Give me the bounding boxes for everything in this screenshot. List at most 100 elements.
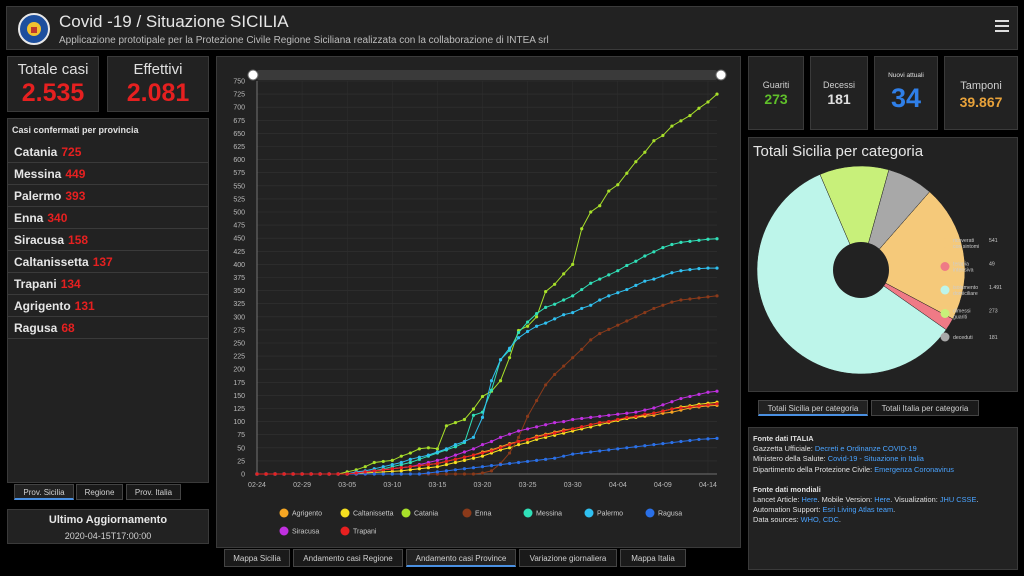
tab-regione[interactable]: Regione	[76, 484, 123, 500]
range-slider-handle-right	[715, 69, 727, 81]
pie-legend-label-line2: guariti	[953, 315, 967, 321]
data-point-catania	[706, 100, 710, 104]
data-point-palermo	[489, 379, 494, 383]
data-point-messina	[408, 460, 412, 465]
data-point-ragusa	[616, 447, 620, 451]
legend-label: Trapani	[353, 529, 377, 536]
data-point-trapani	[625, 415, 629, 420]
dipartimento-link[interactable]: Emergenza Coronavirus	[874, 464, 954, 474]
mobile-label: Mobile Version:	[821, 495, 873, 505]
data-point-palermo	[697, 266, 701, 271]
effettivi-label: Effettivi	[133, 61, 183, 78]
protezione-civile-logo	[18, 13, 50, 45]
province-row-siracusa[interactable]: Siracusa 158	[8, 229, 208, 251]
data-point-messina	[670, 242, 674, 247]
data-point-catania	[544, 290, 548, 294]
data-point-siracusa	[489, 439, 494, 444]
data-point-catania	[390, 458, 394, 462]
data-point-catania	[480, 394, 485, 399]
mobile-link[interactable]: Here	[874, 495, 891, 505]
data-point-palermo	[516, 336, 521, 340]
y-tick-label: 650	[233, 131, 245, 138]
y-tick-label: 575	[233, 170, 245, 177]
tab-variazione-giornaliera[interactable]: Variazione giornaliera	[519, 549, 617, 567]
data-point-palermo	[471, 435, 476, 439]
data-point-ragusa	[571, 452, 575, 456]
data-point-enna	[652, 306, 656, 311]
data-point-catania	[562, 272, 566, 276]
data-point-siracusa	[444, 456, 449, 460]
province-row-agrigento[interactable]: Agrigento 131	[8, 295, 208, 317]
province-row-ragusa[interactable]: Ragusa 68	[8, 317, 208, 339]
series-line-siracusa	[257, 390, 718, 475]
tab-prov-sicilia[interactable]: Prov. Sicilia	[14, 484, 74, 500]
ministero-label: Ministero della Salute:	[753, 454, 826, 464]
guariti-label: Guariti	[762, 80, 790, 90]
tab-totali-sicilia[interactable]: Totali Sicilia per categoria	[758, 400, 868, 416]
data-point-trapani	[363, 470, 367, 474]
province-row-enna[interactable]: Enna 340	[8, 207, 208, 229]
province-row-messina[interactable]: Messina 449	[8, 163, 208, 185]
tab-mappa-sicilia[interactable]: Mappa Sicilia	[224, 549, 290, 567]
ministero-link[interactable]: Covid-19 - Situazione in Italia	[827, 454, 924, 464]
data-point-catania	[634, 160, 638, 164]
province-row-palermo[interactable]: Palermo 393	[8, 185, 208, 207]
data-point-trapani	[291, 472, 295, 476]
data-point-trapani	[598, 421, 602, 425]
data-point-palermo	[715, 266, 719, 270]
automation-link[interactable]: Esri Living Atlas team	[822, 505, 894, 515]
lancet-link[interactable]: Here	[801, 495, 818, 505]
datasources-link[interactable]: WHO, CDC	[800, 515, 839, 525]
y-tick-label: 700	[233, 105, 245, 112]
data-point-ragusa	[544, 457, 548, 461]
data-point-trapani	[634, 414, 638, 418]
data-point-ragusa	[535, 458, 539, 462]
province-row-caltanissetta[interactable]: Caltanissetta 137	[8, 251, 208, 273]
data-point-trapani	[697, 404, 701, 408]
source-ministero: Ministero della Salute: Covid-19 - Situa…	[753, 454, 1013, 464]
data-point-ragusa	[471, 466, 476, 470]
data-point-caltanissetta	[390, 469, 394, 473]
legend-label: Catania	[414, 511, 438, 518]
data-point-palermo	[507, 346, 512, 350]
tab-andamento-regione[interactable]: Andamento casi Regione	[293, 549, 403, 567]
y-tick-label: 475	[233, 223, 245, 230]
data-point-catania	[688, 113, 692, 118]
data-point-siracusa	[634, 410, 638, 414]
pie-legend-value: 49	[989, 262, 995, 268]
tab-totali-italia[interactable]: Totali Italia per categoria	[871, 400, 979, 416]
data-point-enna	[462, 472, 467, 476]
data-point-ragusa	[715, 436, 719, 440]
data-point-trapani	[426, 462, 430, 467]
province-count: 393	[65, 189, 86, 203]
tab-prov-italia[interactable]: Prov. Italia	[126, 484, 181, 500]
gazzetta-link[interactable]: Decreti e Ordinanze COVID-19	[814, 444, 917, 454]
hamburger-menu-icon[interactable]	[995, 20, 1009, 34]
dipartimento-label: Dipartimento della Protezione Civile:	[753, 464, 873, 474]
data-point-messina	[643, 254, 647, 258]
data-point-trapani	[607, 420, 611, 424]
data-point-siracusa	[661, 403, 665, 407]
data-point-siracusa	[544, 423, 548, 427]
data-point-ragusa	[697, 437, 701, 442]
data-point-trapani	[553, 431, 557, 435]
y-tick-label: 200	[233, 367, 245, 374]
province-row-trapani[interactable]: Trapani 134	[8, 273, 208, 295]
data-point-messina	[634, 259, 638, 263]
tab-mappa-italia[interactable]: Mappa Italia	[620, 549, 686, 567]
visualization-link[interactable]: JHU CSSE	[939, 495, 977, 505]
app-title: Covid -19 / Situazione SICILIA	[59, 12, 289, 31]
data-point-caltanissetta	[453, 460, 458, 465]
data-point-palermo	[562, 313, 566, 317]
province-name: Messina	[14, 167, 62, 181]
province-row-catania[interactable]: Catania 725	[8, 141, 208, 163]
province-name: Catania	[14, 145, 58, 159]
legend-swatch	[462, 508, 472, 518]
tab-andamento-province[interactable]: Andamento casi Province	[406, 549, 516, 567]
data-point-siracusa	[652, 406, 656, 410]
pie-legend-label: terapia	[953, 262, 969, 268]
data-point-trapani	[408, 465, 412, 469]
legend-label: Enna	[475, 511, 491, 518]
tamponi-box: Tamponi 39.867	[944, 56, 1018, 130]
data-point-siracusa	[607, 413, 611, 417]
